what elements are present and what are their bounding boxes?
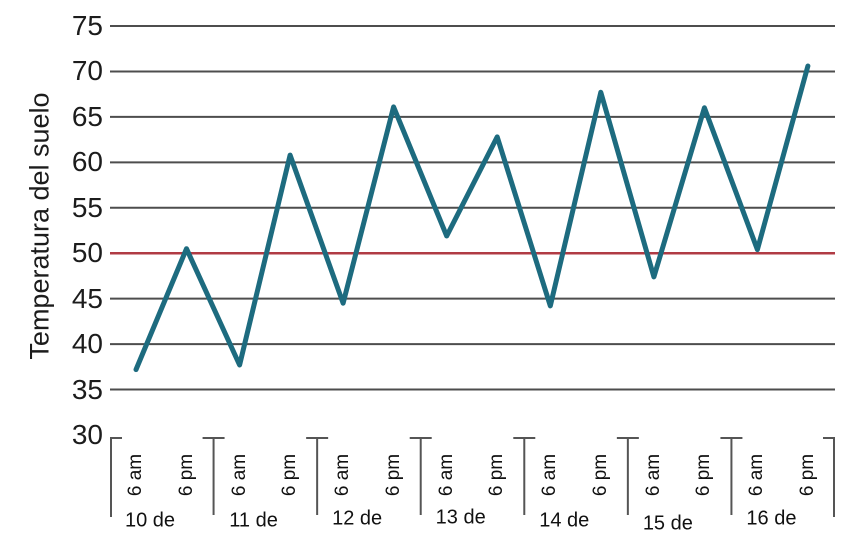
time-label-day4-am: 6 am (539, 453, 561, 497)
time-label-day0-pm: 6 pm (175, 453, 197, 497)
day-label-5: 15 de (642, 512, 693, 535)
day-label-6: 16 de (746, 507, 797, 530)
time-label-day5-pm: 6 pm (693, 453, 715, 497)
time-label-day4-pm: 6 pm (589, 453, 611, 497)
y-tick-label-70: 70 (71, 55, 103, 87)
time-label-day1-pm: 6 pm (279, 453, 301, 497)
y-tick-label-30: 30 (71, 419, 103, 450)
temperature-line (133, 63, 811, 373)
day-label-1: 11 de (229, 509, 278, 532)
y-tick-label-75: 75 (71, 10, 103, 41)
y-tick-label-65: 65 (71, 100, 103, 132)
y-tick-label-45: 45 (71, 282, 103, 314)
time-label-day5-am: 6 am (642, 453, 664, 497)
y-tick-label-35: 35 (71, 373, 103, 405)
time-label-day3-am: 6 am (435, 453, 457, 497)
day-label-3: 13 de (435, 506, 486, 529)
y-tick-label-55: 55 (71, 191, 103, 223)
time-label-day1-am: 6 am (228, 453, 250, 497)
time-label-day2-pm: 6 pm (382, 453, 404, 497)
day-label-0: 10 de (124, 509, 176, 532)
time-label-day6-am: 6 am (746, 453, 768, 497)
time-label-day6-pm: 6 pm (796, 453, 818, 497)
y-tick-label-60: 60 (71, 146, 103, 178)
day-label-2: 12 de (332, 507, 383, 530)
time-label-day2-am: 6 am (332, 453, 354, 497)
time-label-day3-pm: 6 pm (486, 453, 508, 497)
day-label-4: 14 de (539, 509, 590, 532)
x-axis-brackets (110, 437, 835, 517)
time-label-day0-am: 6 am (125, 453, 146, 497)
y-tick-label-40: 40 (71, 328, 103, 360)
y-tick-label-50: 50 (71, 237, 103, 269)
